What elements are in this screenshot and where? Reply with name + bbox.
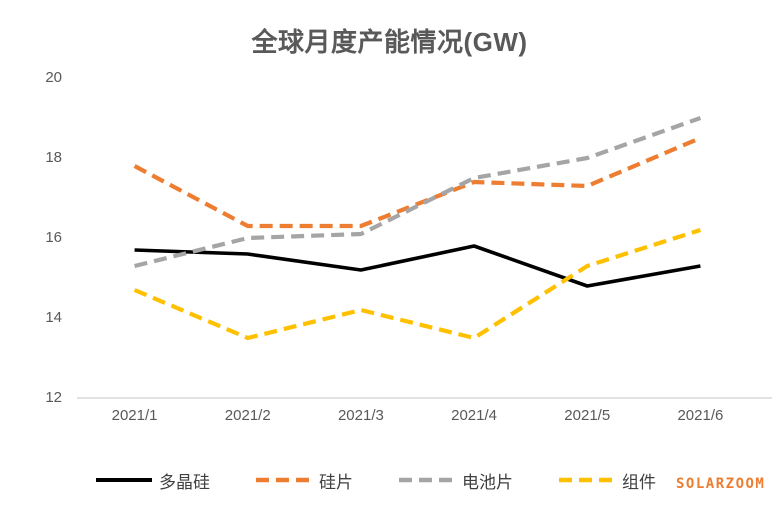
legend-item-1: 硅片 <box>256 468 353 493</box>
legend-label: 电池片 <box>462 472 513 492</box>
x-tick-label: 2021/2 <box>224 407 271 424</box>
chart-legend: 多晶硅 硅片 电池片 组件 <box>96 465 656 495</box>
legend-item-2: 电池片 <box>399 468 513 493</box>
x-tick-label: 2021/5 <box>564 407 611 424</box>
legend-label: 硅片 <box>319 472 353 492</box>
legend-swatch-dashed <box>559 477 615 483</box>
legend-label: 多晶硅 <box>159 472 210 492</box>
x-tick-label: 2021/4 <box>451 407 498 424</box>
y-tick-label: 16 <box>45 229 62 246</box>
watermark-solarzoom: SOLARZOOM <box>676 476 766 492</box>
series-line-3 <box>133 227 702 341</box>
y-tick-label: 20 <box>45 69 62 86</box>
y-tick-label: 12 <box>45 389 62 406</box>
y-tick-label: 18 <box>45 149 62 166</box>
legend-label: 组件 <box>622 472 656 492</box>
legend-item-3: 组件 <box>559 468 656 493</box>
legend-item-0: 多晶硅 <box>96 468 210 493</box>
x-tick-label: 2021/6 <box>677 407 724 424</box>
x-tick-label: 2021/1 <box>111 407 158 424</box>
series-line-0 <box>134 244 701 288</box>
legend-swatch-dashed <box>256 477 312 483</box>
y-tick-label: 14 <box>45 309 62 326</box>
series-line-2 <box>134 116 702 269</box>
legend-swatch-dashed <box>399 477 455 483</box>
series-line-1 <box>133 136 702 229</box>
legend-swatch-solid <box>96 478 152 482</box>
chart-title: 全球月度产能情况(GW) <box>251 27 528 57</box>
x-tick-label: 2021/3 <box>337 407 384 424</box>
